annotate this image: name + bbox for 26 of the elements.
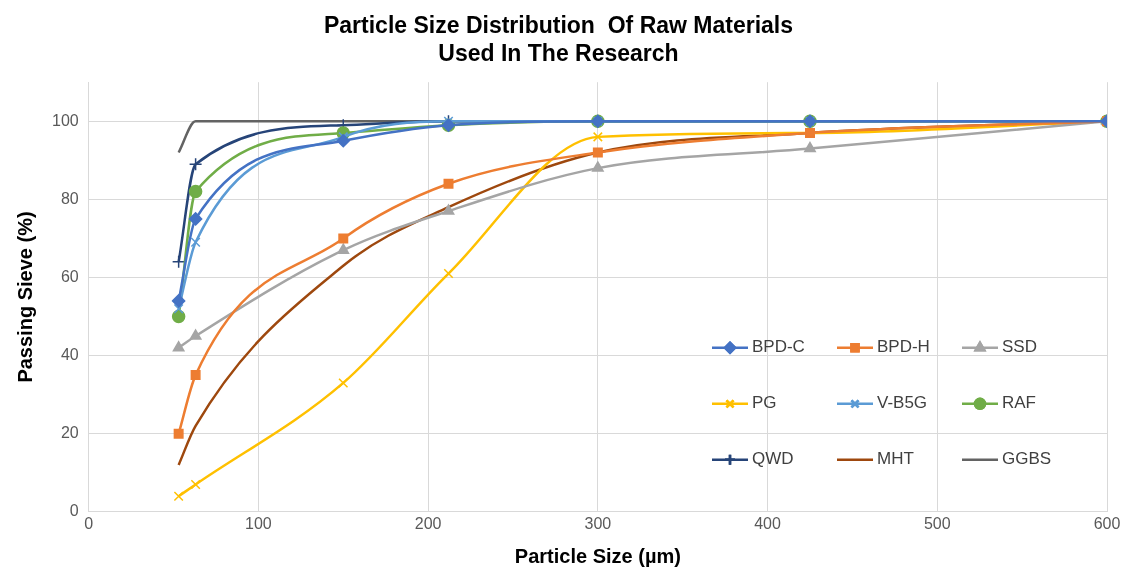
legend-label: BPD-C <box>752 337 805 357</box>
y-tick-label: 40 <box>60 345 79 363</box>
y-tick-label: 0 <box>69 502 79 520</box>
y-tick-label: 80 <box>60 189 79 207</box>
y-tick-label: 60 <box>60 267 79 285</box>
legend-label: QWD <box>752 449 794 469</box>
legend-label: PG <box>752 393 777 413</box>
legend-label: GGBS <box>1002 449 1052 469</box>
x-tick-label: 0 <box>84 514 94 532</box>
x-tick-label: 200 <box>414 514 442 532</box>
x-tick-label: 100 <box>245 514 272 532</box>
y-axis-title: Passing Sieve (%) <box>13 211 36 383</box>
y-tick-label: 20 <box>60 424 79 442</box>
x-tick-label: 500 <box>923 514 951 532</box>
y-tick-label: 100 <box>51 111 79 129</box>
legend-label: RAF <box>1002 393 1036 413</box>
legend-label: BPD-H <box>877 337 930 357</box>
x-tick-label: 300 <box>584 514 612 532</box>
x-tick-label: 600 <box>1093 514 1121 532</box>
x-axis-title: Particle Size (µm) <box>514 544 681 567</box>
text: Used In The Research <box>438 39 679 66</box>
text: Particle Size Distribution Of Raw Materials <box>323 12 794 39</box>
legend-label: V-B5G <box>877 393 928 413</box>
x-tick-label: 400 <box>754 514 782 532</box>
legend-label: MHT <box>877 449 914 469</box>
legend-label: SSD <box>1002 337 1037 357</box>
